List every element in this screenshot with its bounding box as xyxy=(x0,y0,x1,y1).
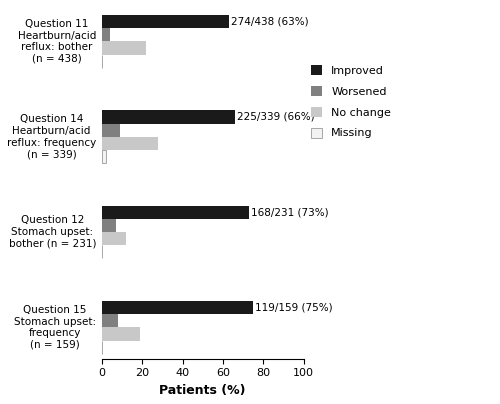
Legend: Improved, Worsened, No change, Missing: Improved, Worsened, No change, Missing xyxy=(312,65,391,139)
Bar xyxy=(102,110,235,124)
X-axis label: Patients (%): Patients (%) xyxy=(160,384,246,397)
Bar xyxy=(102,28,110,42)
Bar xyxy=(102,327,140,341)
Bar xyxy=(102,206,249,219)
Text: 119/159 (75%): 119/159 (75%) xyxy=(256,303,333,313)
Bar xyxy=(102,124,120,137)
Text: 274/438 (63%): 274/438 (63%) xyxy=(231,17,308,27)
Bar xyxy=(102,150,106,163)
Text: 168/231 (73%): 168/231 (73%) xyxy=(251,207,329,217)
Bar xyxy=(102,137,158,150)
Bar xyxy=(102,314,118,327)
Bar xyxy=(102,219,116,232)
Bar xyxy=(102,42,146,55)
Bar xyxy=(102,232,126,245)
Text: 225/339 (66%): 225/339 (66%) xyxy=(237,112,314,122)
Bar xyxy=(102,301,253,314)
Bar xyxy=(102,15,229,28)
